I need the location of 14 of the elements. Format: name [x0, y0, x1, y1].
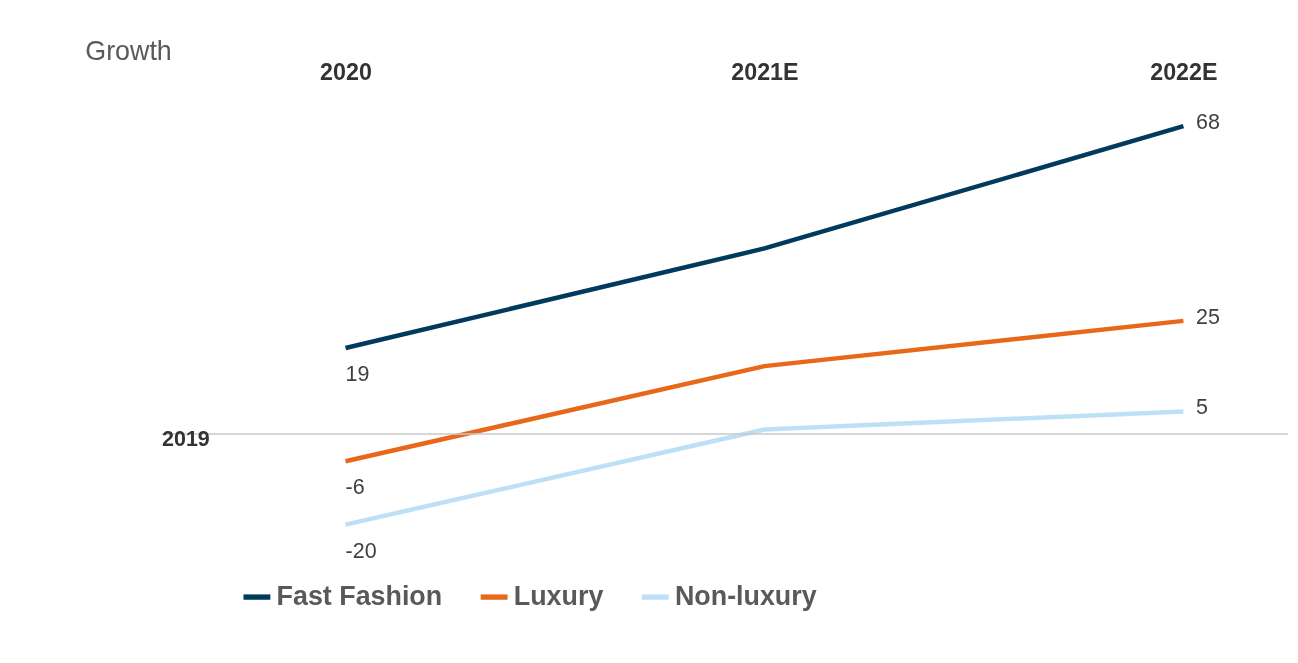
legend-label: Luxury	[513, 581, 604, 612]
data-label: -20	[345, 538, 377, 563]
x-tick-label: 2021E	[731, 59, 799, 86]
legend-label: Non-luxury	[674, 581, 817, 612]
x-tick-label: 2020	[320, 59, 372, 86]
legend-label: Fast Fashion	[276, 581, 443, 612]
annotation: 2019	[162, 426, 210, 451]
x-tick-label: 2022E	[1150, 59, 1218, 86]
data-label: 68	[1195, 109, 1220, 134]
chart-title: Growth	[85, 35, 172, 66]
data-label: 19	[345, 362, 370, 387]
data-label: 25	[1195, 304, 1220, 329]
data-label: -6	[345, 475, 365, 500]
data-label: 5	[1195, 395, 1208, 420]
